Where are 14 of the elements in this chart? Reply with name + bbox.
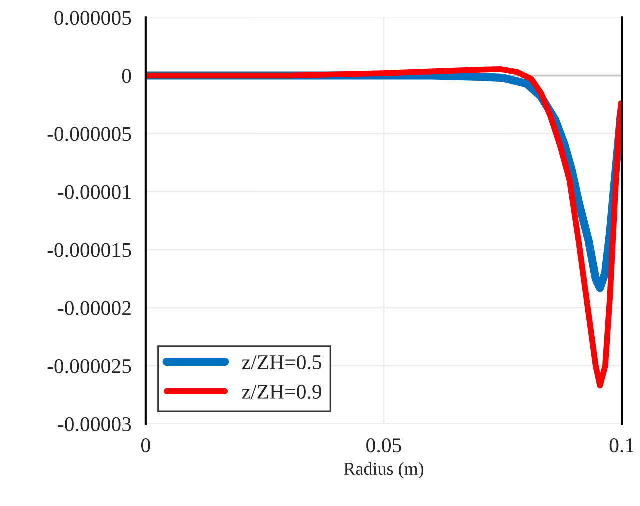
y-tick-label: 0 [122, 69, 132, 84]
y-tick-label: -0.000015 [48, 243, 132, 258]
x-tick-label: 0.1 [610, 438, 634, 453]
x-tick-label: 0.05 [366, 438, 402, 453]
y-tick-label: -0.00003 [58, 417, 132, 432]
y-tick-label: -0.000005 [48, 127, 132, 142]
legend-label: z/ZH=0.9 [242, 384, 322, 400]
legend-label: z/ZH=0.5 [242, 355, 322, 370]
y-tick-label: -0.000025 [48, 359, 132, 374]
y-tick-label: 0.000005 [54, 11, 132, 26]
x-tick-label: 0 [142, 438, 150, 453]
y-tick-label: -0.00001 [58, 185, 131, 200]
x-axis-title: Radius (m) [344, 462, 424, 479]
y-tick-label: -0.00002 [58, 301, 131, 316]
